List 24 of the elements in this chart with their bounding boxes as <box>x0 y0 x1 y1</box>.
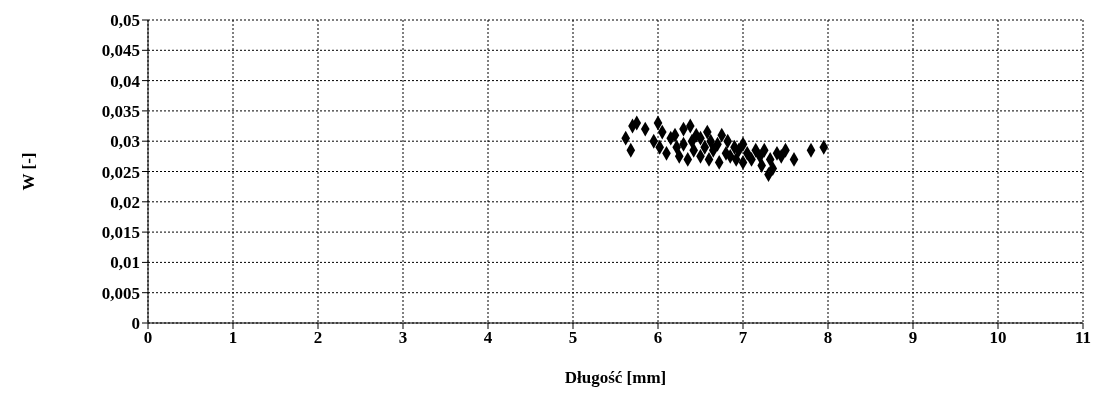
x-tick-label: 5 <box>568 328 578 348</box>
y-tick-label: 0,01 <box>110 253 140 273</box>
y-tick-label: 0,045 <box>101 41 140 61</box>
x-axis-title: Długość [mm] <box>564 368 667 387</box>
x-tick-label: 1 <box>228 328 238 348</box>
y-tick-label: 0,02 <box>110 192 140 212</box>
y-tick-label: 0,04 <box>110 71 141 91</box>
x-tick-label: 6 <box>653 328 663 348</box>
x-tick-label: 7 <box>738 328 748 348</box>
x-tick-label: 3 <box>398 328 408 348</box>
y-axis-title: W [-] <box>19 152 39 191</box>
x-tick-label: 9 <box>908 328 918 348</box>
y-tick-label: 0,015 <box>101 223 140 243</box>
x-tick-label: 4 <box>483 328 493 348</box>
y-tick-label: 0,035 <box>101 101 140 121</box>
x-tick-label: 8 <box>823 328 833 348</box>
y-tick-label: 0,005 <box>101 283 140 303</box>
y-tick-label: 0,03 <box>110 132 140 152</box>
x-tick-label: 10 <box>989 328 1007 348</box>
y-tick-label: 0,05 <box>110 11 140 31</box>
y-tick-label: 0 <box>131 314 140 334</box>
x-tick-label: 2 <box>313 328 323 348</box>
x-tick-label: 11 <box>1074 328 1092 348</box>
y-tick-label: 0,025 <box>101 162 140 182</box>
